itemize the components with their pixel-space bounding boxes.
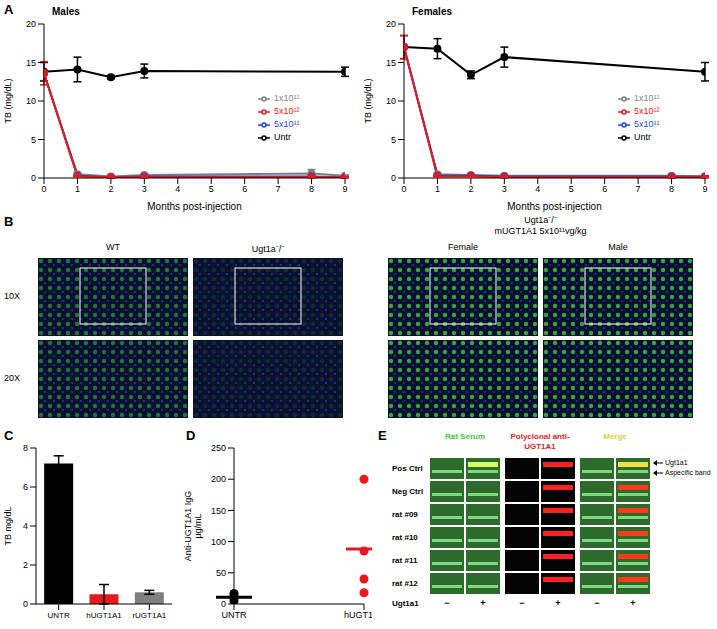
svg-text:100: 100 (211, 537, 226, 547)
html-text:WT: WT (106, 242, 120, 252)
svg-text:10: 10 (386, 96, 396, 106)
svg-text:7: 7 (636, 184, 641, 194)
svg-text:5: 5 (31, 135, 36, 145)
svg-text:0: 0 (41, 184, 46, 194)
html-text:rat #09: rat #09 (392, 510, 418, 519)
svg-text:8: 8 (669, 184, 674, 194)
svg-text:5: 5 (569, 184, 574, 194)
svg-text:4: 4 (23, 521, 28, 531)
html-text:Untr: Untr (634, 132, 651, 142)
svg-text:0: 0 (401, 184, 406, 194)
html-text:Ugt1a⁻/⁻: Ugt1a⁻/⁻ (524, 215, 557, 225)
html-text:Ugt1a1: Ugt1a1 (392, 599, 419, 608)
html-text:E: E (378, 428, 387, 443)
html-text:20X: 20X (4, 373, 20, 383)
svg-text:9: 9 (702, 184, 707, 194)
html-text:5x10¹²: 5x10¹² (634, 106, 660, 116)
svg-text:15: 15 (26, 58, 36, 68)
svg-text:1: 1 (435, 184, 440, 194)
svg-text:1: 1 (75, 184, 80, 194)
html-text:Aspecific band: Aspecific band (665, 469, 711, 476)
svg-text:8: 8 (23, 443, 28, 453)
html-text:mUGT1A1 5x10¹¹vg/kg: mUGT1A1 5x10¹¹vg/kg (494, 226, 587, 236)
svg-text:0: 0 (31, 173, 36, 183)
html-text:Merge: Merge (603, 432, 627, 441)
svg-text:15: 15 (386, 58, 396, 68)
svg-text:6: 6 (602, 184, 607, 194)
html-text:rat #12: rat #12 (392, 579, 418, 588)
svg-text:rUGT1A1: rUGT1A1 (132, 611, 166, 620)
html-text:rat #10: rat #10 (392, 533, 418, 542)
svg-text:0: 0 (23, 599, 28, 609)
svg-text:50: 50 (216, 568, 226, 578)
html-text:1x10¹¹: 1x10¹¹ (274, 93, 300, 103)
svg-text:0: 0 (221, 599, 226, 609)
svg-text:Anti-UGT1A1 IgGµg/mL: Anti-UGT1A1 IgGµg/mL (183, 491, 203, 562)
html-text:Rat Serum: Rat Serum (445, 432, 485, 441)
html-text:5x10¹¹: 5x10¹¹ (274, 119, 300, 129)
svg-text:2: 2 (468, 184, 473, 194)
svg-text:2: 2 (23, 560, 28, 570)
html-text:C: C (4, 428, 14, 443)
html-text:Female: Female (448, 242, 478, 252)
svg-text:8: 8 (309, 184, 314, 194)
svg-text:hUGT1A1: hUGT1A1 (86, 611, 122, 620)
html-text:5x10¹¹: 5x10¹¹ (634, 119, 660, 129)
svg-text:250: 250 (211, 443, 226, 453)
html-text:Pos Ctrl: Pos Ctrl (392, 464, 423, 473)
html-text:10X: 10X (4, 291, 20, 301)
svg-text:4: 4 (535, 184, 540, 194)
svg-text:5: 5 (209, 184, 214, 194)
html-text:Ugt1a1: Ugt1a1 (665, 459, 688, 466)
html-text:Neg Ctrl: Neg Ctrl (392, 487, 424, 496)
svg-text:9: 9 (342, 184, 347, 194)
svg-text:5: 5 (391, 135, 396, 145)
svg-text:200: 200 (211, 474, 226, 484)
svg-text:10: 10 (26, 96, 36, 106)
svg-text:TB (mg/dL): TB (mg/dL) (363, 78, 373, 123)
svg-text:3: 3 (142, 184, 147, 194)
html-text:Ugt1a⁻/⁻: Ugt1a⁻/⁻ (251, 244, 285, 254)
html-text:B: B (4, 214, 14, 229)
svg-text:20: 20 (26, 19, 36, 29)
svg-text:TB mg/dL: TB mg/dL (8, 506, 13, 545)
html-text:Untr: Untr (274, 132, 291, 142)
svg-text:Months post-injection: Months post-injection (507, 201, 602, 212)
html-text:Females: Females (412, 6, 452, 17)
html-text:A: A (4, 2, 14, 17)
html-text:D: D (186, 428, 196, 443)
html-text:Male: Male (608, 242, 628, 252)
svg-text:hUGT1A1: hUGT1A1 (344, 610, 372, 620)
html-text:5x10¹²: 5x10¹² (274, 106, 300, 116)
html-text:1x10¹¹: 1x10¹¹ (634, 93, 660, 103)
html-text:rat #11: rat #11 (392, 556, 418, 565)
svg-text:0: 0 (391, 173, 396, 183)
html-text:Polyclonal anti-UGT1A1: Polyclonal anti-UGT1A1 (510, 432, 570, 451)
html-text:Males: Males (52, 6, 80, 17)
svg-text:150: 150 (211, 506, 226, 516)
svg-text:TB (mg/dL): TB (mg/dL) (8, 78, 13, 123)
svg-text:UNTR: UNTR (48, 611, 70, 620)
svg-text:2: 2 (108, 184, 113, 194)
svg-text:3: 3 (502, 184, 507, 194)
svg-text:6: 6 (242, 184, 247, 194)
svg-text:6: 6 (23, 482, 28, 492)
svg-text:Months post-injection: Months post-injection (147, 201, 242, 212)
svg-text:7: 7 (276, 184, 281, 194)
svg-text:20: 20 (386, 19, 396, 29)
svg-text:4: 4 (175, 184, 180, 194)
svg-text:UNTR: UNTR (222, 610, 247, 620)
